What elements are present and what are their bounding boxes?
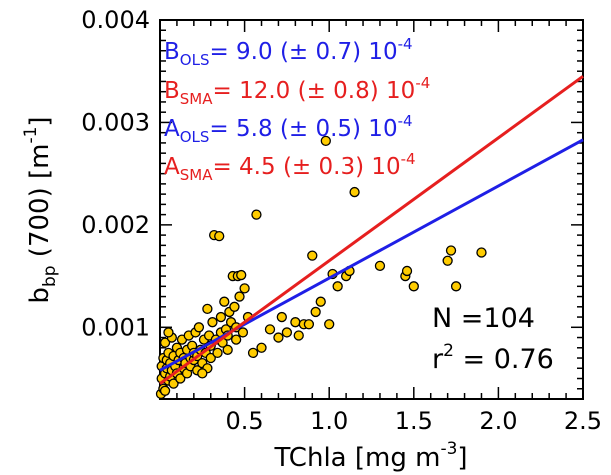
data-point [251, 209, 262, 220]
x-tick-label: 2.5 [564, 407, 602, 435]
data-point [163, 327, 174, 338]
data-point [320, 135, 331, 147]
data-point [264, 324, 276, 335]
y-tick-label: 0.003 [81, 108, 150, 136]
x-tick-label: 2.0 [479, 407, 517, 435]
plot-frame [159, 19, 584, 400]
data-point [214, 230, 225, 242]
data-point [303, 319, 315, 330]
data-point [290, 317, 301, 328]
data-point [219, 296, 230, 307]
data-point [450, 281, 462, 292]
data-point [197, 368, 208, 379]
r-squared: r2 = 0.76 [432, 341, 554, 375]
y-tick-label: 0.001 [81, 313, 150, 341]
data-point [237, 327, 249, 338]
data-point [159, 385, 171, 396]
sample-count: N =104 [432, 303, 535, 334]
data-point [310, 306, 321, 318]
data-point [476, 247, 487, 258]
data-point [276, 311, 287, 323]
x-tick-label: 1.5 [395, 407, 433, 435]
annotation-b-sma: BSMA= 12.0 (± 0.8) 10-4 [164, 74, 430, 108]
y-tick-label: 0.002 [81, 211, 150, 239]
data-point [247, 347, 259, 359]
fit-lines [159, 75, 584, 385]
data-point [202, 303, 213, 315]
data-point [324, 319, 335, 330]
y-tick-label: 0.004 [81, 6, 150, 34]
data-point [212, 347, 223, 359]
data-point [256, 342, 267, 353]
data-point [401, 265, 413, 277]
x-axis-title: TChla [mg m-3] [273, 439, 467, 473]
annotation-a-ols: AOLS= 5.8 (± 0.5) 10-4 [164, 112, 413, 146]
data-point [442, 255, 453, 266]
data-point [239, 283, 250, 294]
data-point [215, 311, 227, 323]
data-point [281, 327, 293, 338]
data-point [207, 317, 218, 328]
x-tick-labels: 0.5 1.0 1.5 2.0 2.5 [226, 407, 603, 435]
annotation-a-sma: ASMA= 4.5 (± 0.3) 10-4 [164, 150, 416, 184]
data-point [230, 334, 242, 345]
data-point [293, 330, 304, 341]
fit-line-sma [159, 75, 584, 385]
data-point [332, 281, 343, 292]
data-point [193, 322, 205, 333]
annotation-b-ols: BOLS= 9.0 (± 0.7) 10-4 [164, 35, 413, 69]
data-point [159, 337, 171, 348]
data-point [175, 373, 186, 384]
x-tick-label: 0.5 [226, 407, 264, 435]
data-point [222, 344, 233, 355]
data-point [234, 291, 245, 302]
data-point [168, 378, 179, 389]
data-point [349, 186, 360, 198]
x-tick-label: 1.0 [310, 407, 348, 435]
data-point [205, 352, 216, 364]
data-point [236, 269, 247, 281]
y-axis-title: bbp (700) [m-1] [21, 116, 60, 303]
data-point [229, 301, 240, 312]
data-point [408, 281, 419, 292]
data-point [374, 260, 386, 271]
fit-annotations: BOLS= 9.0 (± 0.7) 10-4 BSMA= 12.0 (± 0.8… [164, 35, 430, 184]
data-point [307, 250, 318, 261]
y-tick-labels: 0.001 0.002 0.003 0.004 [81, 6, 150, 341]
data-point [315, 296, 326, 307]
data-point [273, 332, 284, 343]
data-point [445, 245, 457, 256]
